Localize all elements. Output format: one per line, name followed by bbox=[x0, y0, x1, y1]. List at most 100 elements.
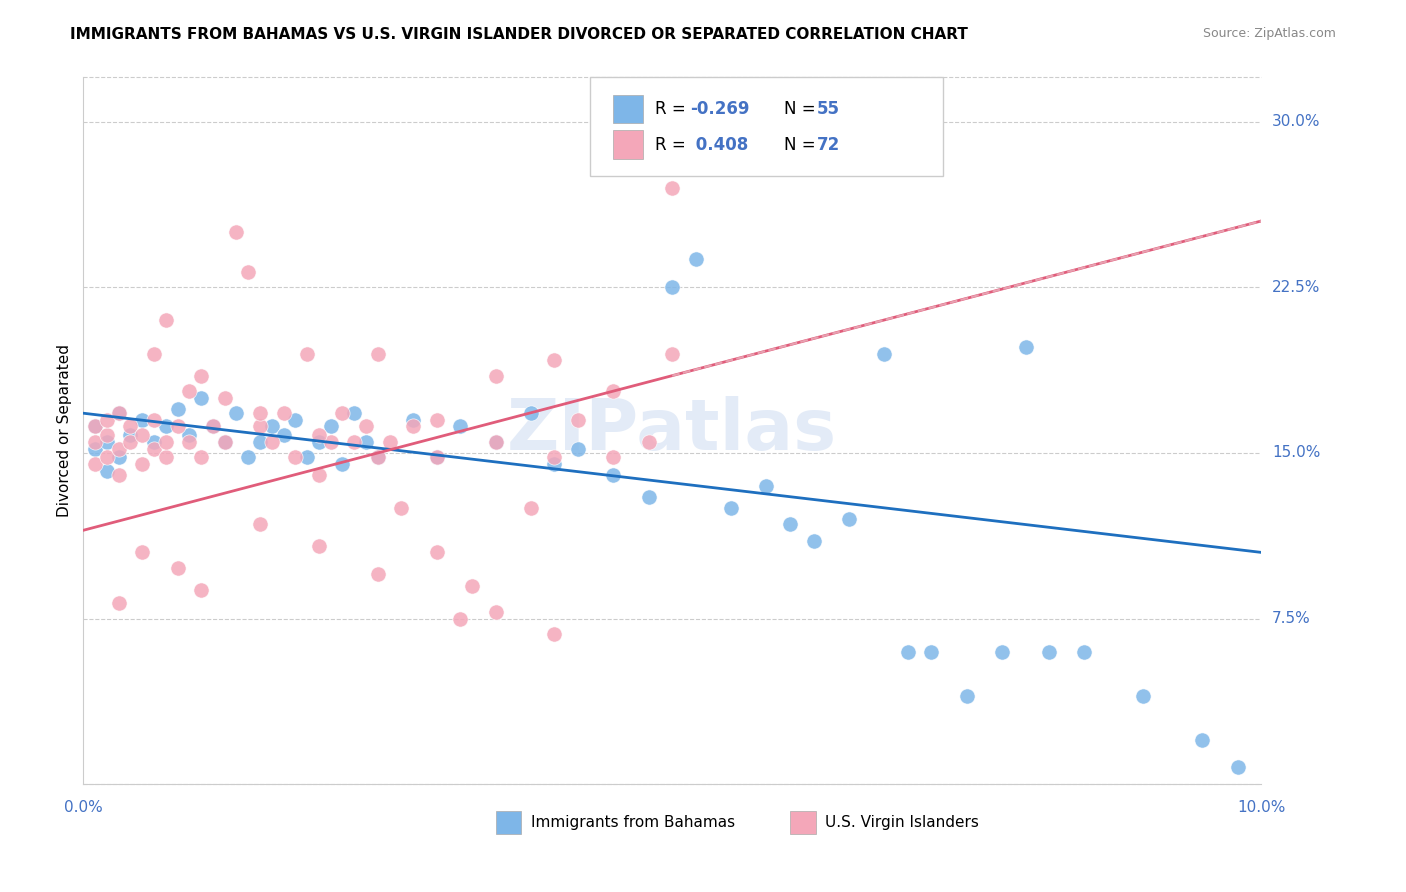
Point bbox=[956, 689, 979, 703]
Point bbox=[120, 428, 142, 442]
Point bbox=[143, 434, 166, 449]
Point bbox=[661, 280, 683, 294]
Point bbox=[567, 442, 589, 456]
Point bbox=[319, 434, 342, 449]
Point bbox=[378, 434, 401, 449]
Point bbox=[426, 450, 449, 465]
Point bbox=[84, 457, 107, 471]
Point bbox=[1014, 340, 1036, 354]
Point bbox=[567, 413, 589, 427]
Point bbox=[155, 434, 177, 449]
Point bbox=[84, 434, 107, 449]
Point bbox=[332, 406, 354, 420]
Point bbox=[214, 434, 236, 449]
Point bbox=[838, 512, 860, 526]
Point bbox=[166, 561, 188, 575]
Point bbox=[308, 539, 330, 553]
Point bbox=[131, 545, 153, 559]
Point bbox=[96, 434, 118, 449]
Point bbox=[449, 612, 471, 626]
Point bbox=[143, 413, 166, 427]
Point bbox=[249, 434, 271, 449]
Point bbox=[249, 406, 271, 420]
Point bbox=[685, 252, 707, 266]
Text: 15.0%: 15.0% bbox=[1272, 445, 1320, 460]
Text: IMMIGRANTS FROM BAHAMAS VS U.S. VIRGIN ISLANDER DIVORCED OR SEPARATED CORRELATIO: IMMIGRANTS FROM BAHAMAS VS U.S. VIRGIN I… bbox=[70, 27, 969, 42]
Point bbox=[484, 434, 506, 449]
Text: ZIPatlas: ZIPatlas bbox=[508, 396, 837, 466]
Point bbox=[343, 406, 366, 420]
Point bbox=[295, 346, 318, 360]
Text: Source: ZipAtlas.com: Source: ZipAtlas.com bbox=[1202, 27, 1336, 40]
Point bbox=[661, 346, 683, 360]
Point bbox=[779, 516, 801, 531]
Point bbox=[179, 384, 201, 398]
Point bbox=[991, 645, 1014, 659]
Point bbox=[249, 516, 271, 531]
Point bbox=[426, 413, 449, 427]
Point bbox=[520, 406, 543, 420]
Text: 22.5%: 22.5% bbox=[1272, 280, 1320, 294]
Point bbox=[131, 457, 153, 471]
Point bbox=[273, 428, 295, 442]
Point bbox=[166, 419, 188, 434]
Point bbox=[214, 434, 236, 449]
Point bbox=[201, 419, 224, 434]
Point bbox=[873, 346, 896, 360]
Text: N =: N = bbox=[785, 100, 821, 119]
Point bbox=[131, 428, 153, 442]
Point bbox=[543, 627, 565, 641]
Text: 0.408: 0.408 bbox=[690, 136, 748, 153]
Text: 72: 72 bbox=[817, 136, 841, 153]
Point bbox=[284, 413, 307, 427]
Point bbox=[367, 567, 389, 582]
Point bbox=[238, 265, 260, 279]
Point bbox=[367, 450, 389, 465]
Point bbox=[225, 225, 247, 239]
Text: 30.0%: 30.0% bbox=[1272, 114, 1320, 129]
Point bbox=[1226, 759, 1249, 773]
Point bbox=[190, 450, 212, 465]
Point bbox=[107, 596, 129, 610]
Point bbox=[389, 501, 412, 516]
Point bbox=[1132, 689, 1154, 703]
Point bbox=[107, 450, 129, 465]
Point bbox=[897, 645, 920, 659]
Point bbox=[484, 605, 506, 619]
Point bbox=[84, 419, 107, 434]
Point bbox=[155, 313, 177, 327]
Point bbox=[308, 428, 330, 442]
Point bbox=[143, 442, 166, 456]
Point bbox=[120, 419, 142, 434]
Point bbox=[755, 479, 778, 493]
Text: 7.5%: 7.5% bbox=[1272, 611, 1310, 626]
Point bbox=[84, 442, 107, 456]
Point bbox=[332, 457, 354, 471]
Point bbox=[402, 419, 425, 434]
Point bbox=[260, 434, 283, 449]
Y-axis label: Divorced or Separated: Divorced or Separated bbox=[58, 344, 72, 517]
Point bbox=[179, 428, 201, 442]
Point bbox=[143, 346, 166, 360]
Point bbox=[803, 534, 825, 549]
Point bbox=[543, 450, 565, 465]
Point bbox=[343, 434, 366, 449]
Point bbox=[354, 419, 377, 434]
Point bbox=[107, 406, 129, 420]
Point bbox=[249, 419, 271, 434]
Text: 10.0%: 10.0% bbox=[1237, 800, 1285, 815]
FancyBboxPatch shape bbox=[613, 95, 643, 123]
Point bbox=[308, 434, 330, 449]
Point bbox=[367, 346, 389, 360]
Point bbox=[120, 434, 142, 449]
Point bbox=[637, 434, 659, 449]
Point bbox=[273, 406, 295, 420]
Point bbox=[84, 419, 107, 434]
Point bbox=[461, 578, 484, 592]
Point bbox=[155, 450, 177, 465]
Point bbox=[96, 428, 118, 442]
Point bbox=[96, 464, 118, 478]
Point bbox=[543, 457, 565, 471]
Point bbox=[426, 450, 449, 465]
Point bbox=[190, 368, 212, 383]
